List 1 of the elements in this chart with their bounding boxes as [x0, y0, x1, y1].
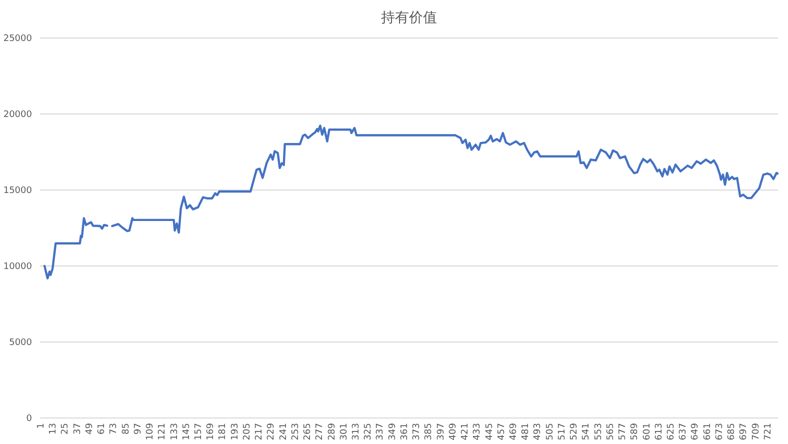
title: 持有价值	[381, 10, 437, 26]
